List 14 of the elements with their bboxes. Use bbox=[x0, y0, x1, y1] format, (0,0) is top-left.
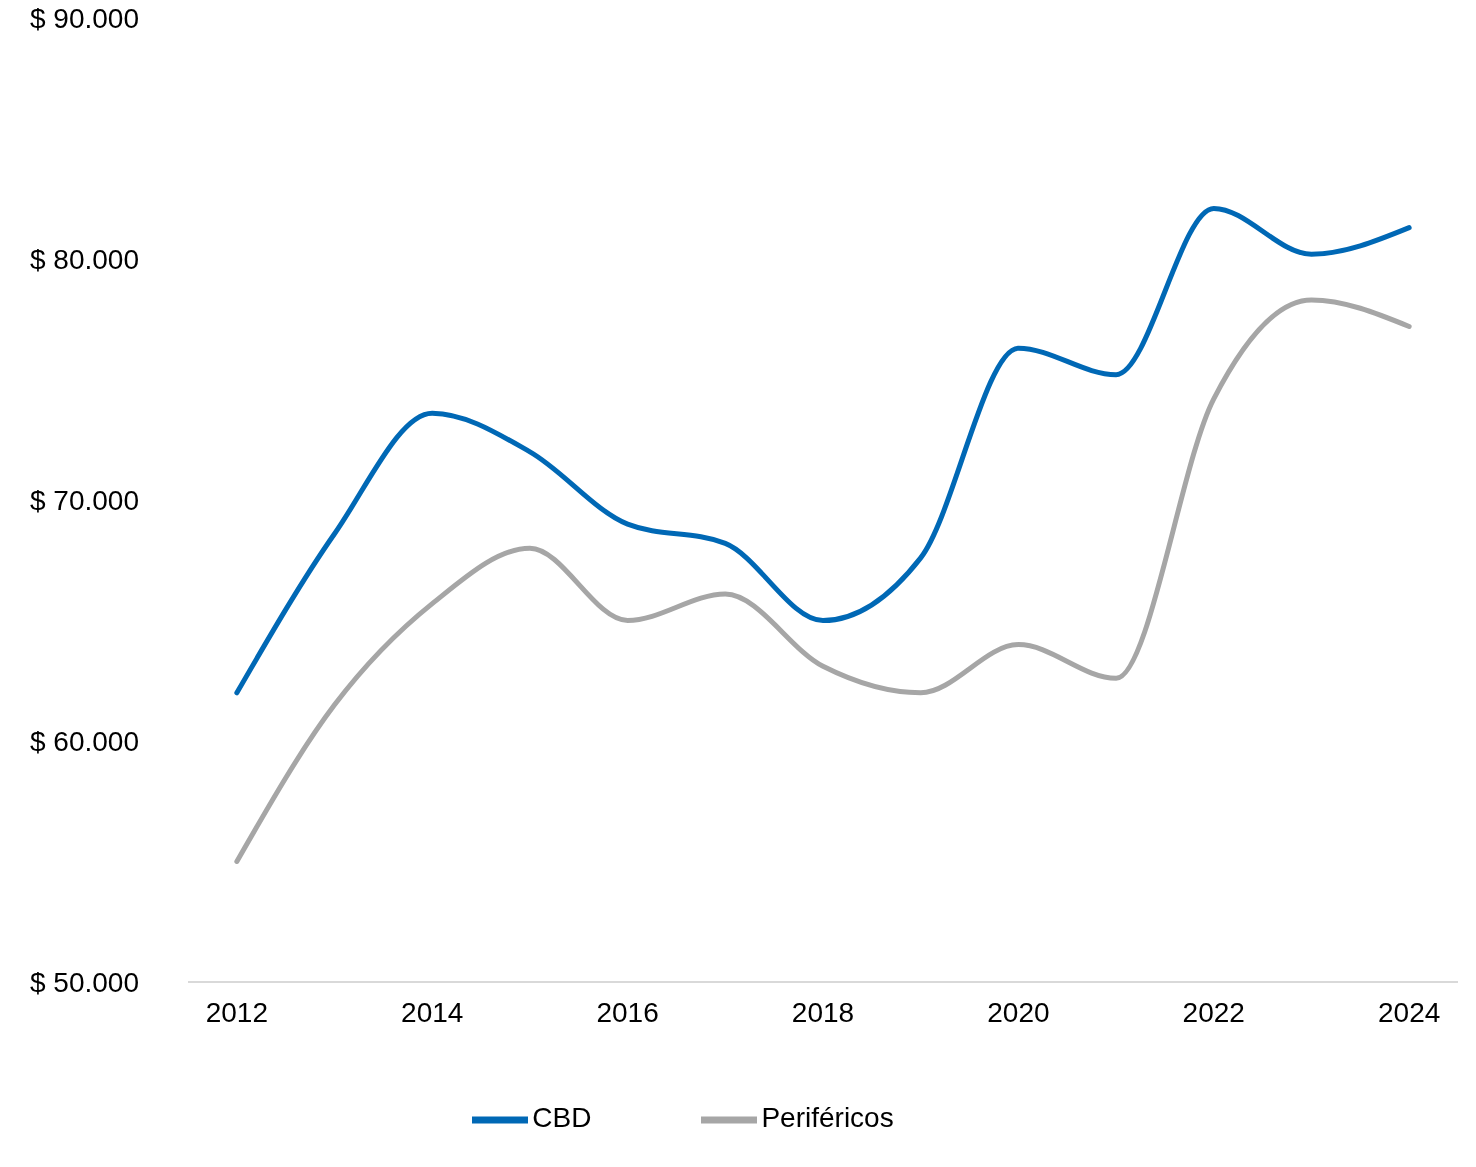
x-tick-label: 2020 bbox=[987, 996, 1050, 1028]
y-tick-label: $ 80.000 bbox=[30, 243, 139, 275]
x-tick-label: 2018 bbox=[791, 996, 855, 1028]
legend-label: Periféricos bbox=[761, 1102, 894, 1134]
y-tick-label: $ 60.000 bbox=[30, 725, 139, 757]
y-tick-label: $ 90.000 bbox=[30, 2, 139, 34]
y-tick-label: $ 50.000 bbox=[30, 966, 139, 998]
x-tick-label: 2022 bbox=[1182, 996, 1245, 1028]
x-tick-label: 2012 bbox=[205, 996, 268, 1028]
x-tick-label: 2024 bbox=[1378, 996, 1441, 1028]
x-tick-label: 2014 bbox=[401, 996, 464, 1028]
legend-label: CBD bbox=[532, 1102, 592, 1134]
x-tick-label: 2016 bbox=[596, 996, 659, 1028]
y-tick-label: $ 70.000 bbox=[30, 484, 139, 516]
